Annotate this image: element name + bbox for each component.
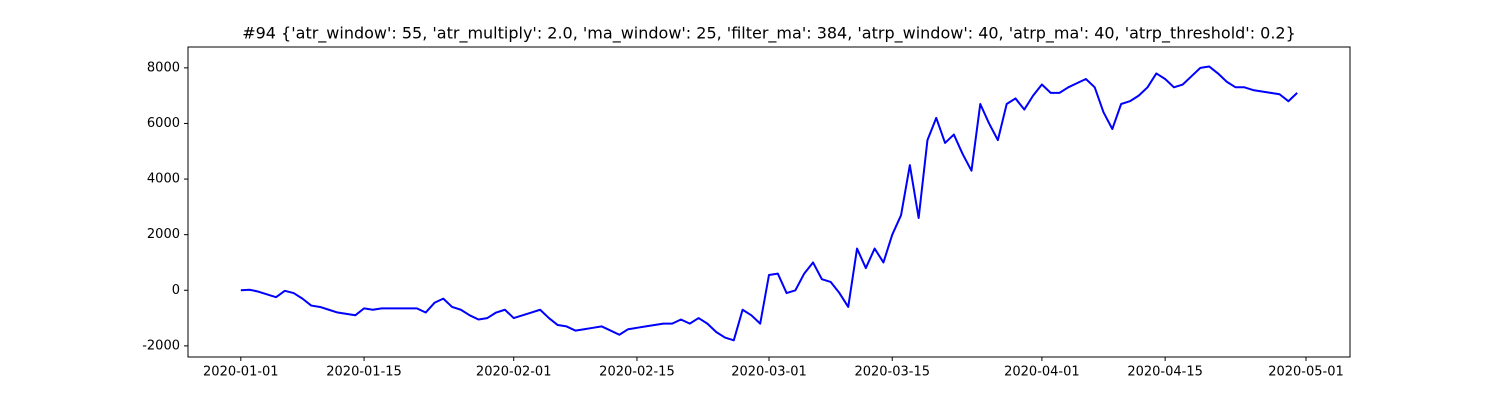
x-tick-label: 2020-01-15 — [326, 365, 402, 380]
y-tick-label: 0 — [172, 283, 180, 298]
y-tick-label: 4000 — [147, 172, 180, 187]
y-tick-label: 6000 — [147, 116, 180, 131]
x-tick-label: 2020-03-15 — [854, 365, 930, 380]
x-tick-label: 2020-04-15 — [1127, 365, 1203, 380]
x-tick-label: 2020-03-01 — [731, 365, 807, 380]
x-tick-label: 2020-04-01 — [1004, 365, 1080, 380]
x-tick-label: 2020-02-15 — [599, 365, 675, 380]
x-tick-label: 2020-01-01 — [203, 365, 279, 380]
data-line — [240, 65, 1298, 342]
y-tick-label: 2000 — [147, 227, 180, 242]
chart-title: #94 {'atr_window': 55, 'atr_multiply': 2… — [242, 24, 1296, 44]
y-tick-label: 8000 — [147, 60, 180, 75]
y-tick-label: -2000 — [142, 338, 180, 353]
x-tick-label: 2020-05-01 — [1268, 365, 1344, 380]
plot-frame — [187, 46, 1351, 358]
x-tick-label: 2020-02-01 — [476, 365, 552, 380]
